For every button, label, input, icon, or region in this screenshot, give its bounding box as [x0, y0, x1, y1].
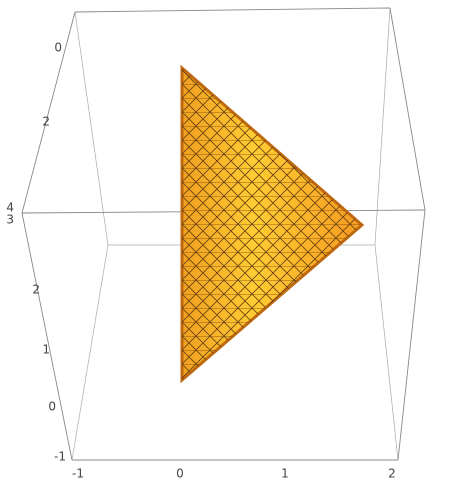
y-tick-label: 3 [6, 213, 14, 227]
y-tick-label: 1 [42, 343, 50, 357]
tick-labels: -1 0 1 2 0 2 43 2 1 0 -1 [6, 41, 395, 481]
surface [180, 64, 365, 384]
x-tick-label: 2 [388, 467, 396, 481]
x-tick-label: 0 [176, 467, 184, 481]
z-tick-label: 0 [54, 41, 62, 55]
y-tick-label: -1 [54, 450, 66, 464]
x-tick-label: -1 [72, 467, 84, 481]
y-tick-label: 0 [48, 400, 56, 414]
y-tick-label: 2 [32, 283, 40, 297]
z-tick-label: 2 [42, 115, 50, 129]
x-tick-label: 1 [281, 467, 289, 481]
z-tick-label: 4 [6, 201, 14, 215]
